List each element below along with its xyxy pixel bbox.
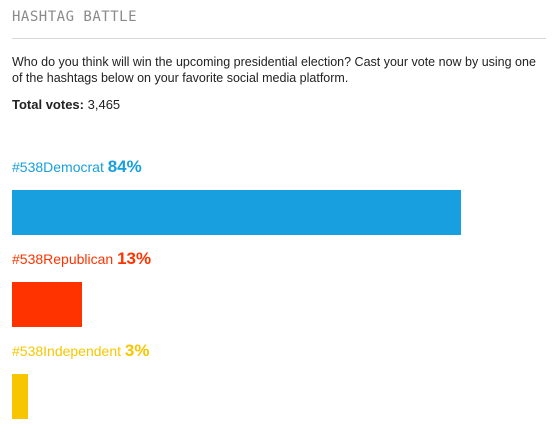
option-independent: #538Independent 3%	[12, 342, 149, 419]
bar-democrat	[12, 190, 461, 235]
total-votes-value: 3,465	[87, 97, 121, 112]
percent-republican: 13%	[117, 249, 152, 268]
option-label: #538Republican 13%	[12, 250, 151, 268]
total-votes-label: Total votes:	[12, 97, 84, 112]
percent-independent: 3%	[124, 341, 150, 360]
bar-independent	[12, 374, 28, 419]
total-votes: Total votes: 3,465	[12, 97, 120, 112]
option-label: #538Democrat 84%	[12, 158, 142, 176]
title-divider	[12, 38, 546, 39]
option-democrat: #538Democrat 84%	[12, 158, 461, 235]
widget-title: HASHTAG BATTLE	[12, 9, 138, 25]
hashtag-republican: #538Republican	[12, 251, 114, 267]
option-republican: #538Republican 13%	[12, 250, 151, 327]
hashtag-independent: #538Independent	[12, 343, 121, 359]
question-text: Who do you think will win the upcoming p…	[12, 55, 536, 85]
bar-republican	[12, 282, 82, 327]
option-label: #538Independent 3%	[12, 342, 149, 360]
percent-democrat: 84%	[107, 157, 142, 176]
hashtag-democrat: #538Democrat	[12, 159, 104, 175]
